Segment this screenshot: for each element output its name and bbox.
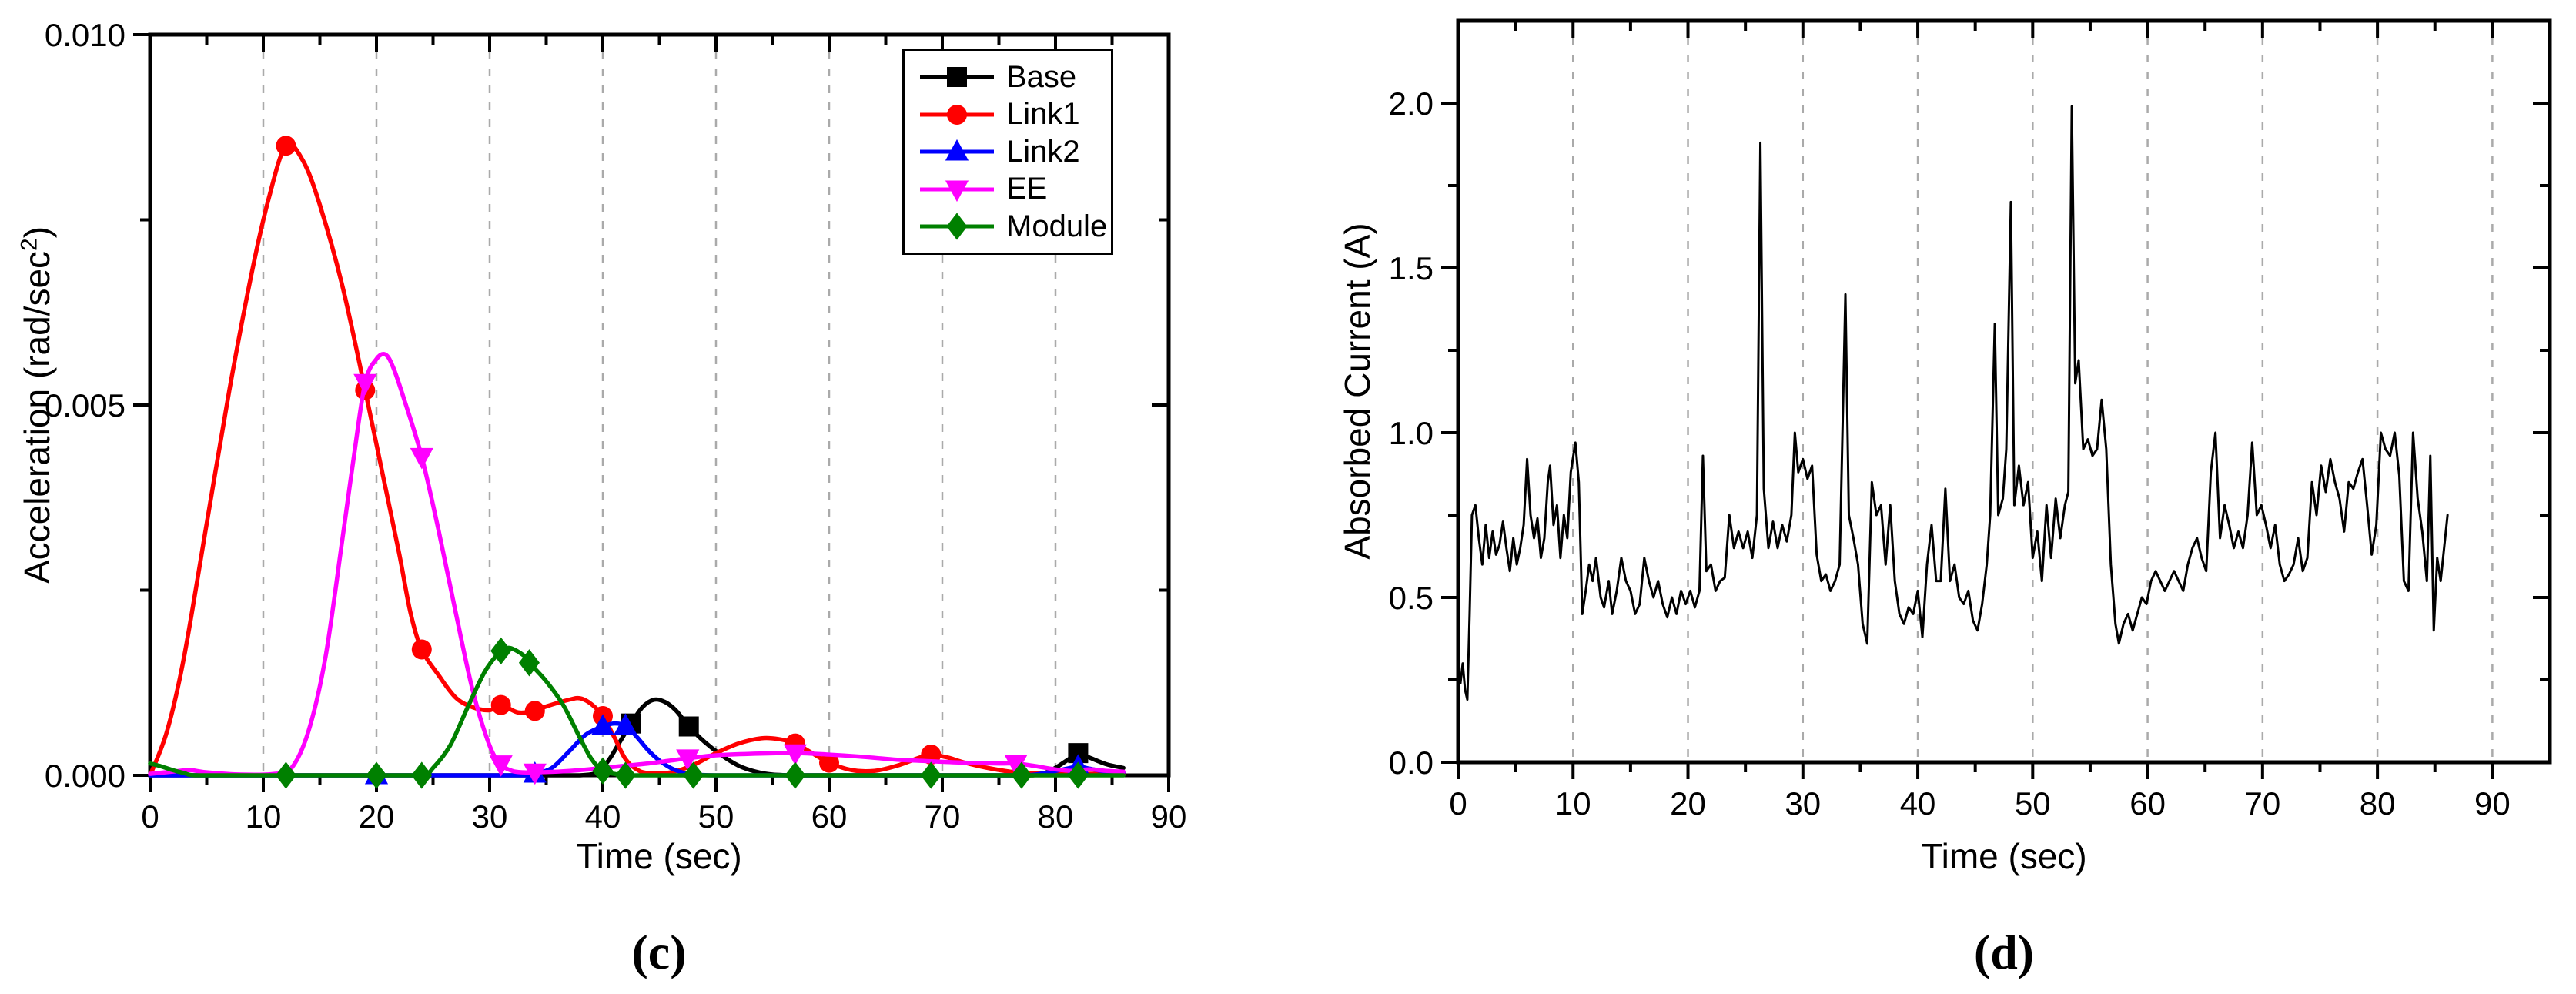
x-axis-title-d: Time (sec) xyxy=(1921,836,2087,876)
legend-label: Module xyxy=(1006,209,1108,243)
triangle-up-marker xyxy=(614,713,637,735)
triangle-down-marker xyxy=(353,373,377,396)
x-tick-label: 20 xyxy=(1670,785,1706,822)
diamond-marker xyxy=(920,761,942,789)
triangle-down-marker xyxy=(676,749,700,771)
triangle-down-marker xyxy=(945,180,969,202)
x-tick-label: 70 xyxy=(2244,785,2280,822)
x-tick-label: 60 xyxy=(2129,785,2166,822)
diamond-marker xyxy=(411,761,433,789)
x-tick-label: 30 xyxy=(1785,785,1821,822)
square-marker xyxy=(678,716,699,737)
x-tick-label: 30 xyxy=(472,798,508,835)
legend-item-link1: Link1 xyxy=(917,97,1108,132)
y-axis-title-superscript: 2 xyxy=(16,238,42,251)
x-tick-label: 40 xyxy=(585,798,621,835)
x-tick-label: 90 xyxy=(1151,798,1187,835)
y-tick-label: 0.010 xyxy=(45,17,125,53)
panel-caption-c: (c) xyxy=(631,925,687,979)
y-axis-title-absorbed-current: Absorbed Current (A) xyxy=(1337,223,1377,560)
x-tick-label: 20 xyxy=(359,798,395,835)
x-tick-label: 10 xyxy=(1555,785,1591,822)
y-tick-label: 2.0 xyxy=(1389,85,1434,122)
circle-marker xyxy=(411,639,432,660)
triangle-down-marker xyxy=(783,744,807,766)
diamond-marker xyxy=(683,761,704,789)
x-axis-title-c: Time (sec) xyxy=(576,836,742,876)
triangle-down-marker xyxy=(489,755,513,777)
legend-item-ee: EE xyxy=(917,172,1108,206)
x-tick-label: 40 xyxy=(1900,785,1936,822)
circle-marker xyxy=(490,694,511,715)
y-axis-title-acceleration: Acceleration (rad/sec2) xyxy=(16,226,58,584)
y-axis-title-text: Acceleration (rad/sec xyxy=(17,250,57,584)
diamond-marker xyxy=(614,761,636,789)
circle-marker xyxy=(947,104,967,125)
x-tick-label: 80 xyxy=(2360,785,2396,822)
x-tick-label: 0 xyxy=(1449,785,1467,822)
diamond-marker xyxy=(785,761,806,789)
x-tick-label: 60 xyxy=(811,798,848,835)
diamond-marker xyxy=(518,649,540,677)
legend-label: Link2 xyxy=(1006,134,1080,169)
legend-box: Base Link1 Link2 EE Module xyxy=(902,49,1113,255)
legend-item-link2: Link2 xyxy=(917,135,1108,169)
legend-triangle-up-icon xyxy=(920,139,994,161)
panel-caption-d: (d) xyxy=(1973,925,2035,979)
triangle-down-marker xyxy=(1004,755,1028,776)
series-absorbed-current-line xyxy=(1457,105,2449,701)
x-tick-label: 0 xyxy=(141,798,159,835)
square-marker xyxy=(947,67,967,87)
legend-item-module: Module xyxy=(917,209,1108,244)
x-tick-label: 90 xyxy=(2474,785,2511,822)
y-tick-label: 0.0 xyxy=(1389,745,1434,781)
triangle-up-marker xyxy=(590,714,615,735)
diamond-marker xyxy=(275,761,296,789)
legend-diamond-icon xyxy=(920,213,994,240)
triangle-down-marker xyxy=(523,763,547,785)
legend-label: Base xyxy=(1006,59,1077,94)
panel-d: 0 10 20 30 40 50 60 70 80 90 0.0 0.5 1.0 1.5 2.0 xyxy=(1389,18,2552,822)
legend-label: Link1 xyxy=(1006,97,1080,131)
diamond-marker xyxy=(490,637,512,665)
legend-item-base: Base xyxy=(917,60,1108,95)
x-tick-label: 80 xyxy=(1038,798,1074,835)
legend-triangle-down-icon xyxy=(920,180,994,202)
y-tick-label: 0.000 xyxy=(45,758,125,794)
y-tick-label: 1.0 xyxy=(1389,415,1434,451)
series-ee-line xyxy=(148,352,1126,778)
x-tick-label: 10 xyxy=(246,798,282,835)
circle-marker xyxy=(524,701,545,721)
legend-square-icon xyxy=(920,67,994,87)
panel-c: 0 10 20 30 40 50 60 70 80 90 0.000 0.005 0.010 xyxy=(45,17,1186,835)
y-tick-label: 1.5 xyxy=(1389,250,1434,286)
diamond-marker xyxy=(946,213,968,240)
legend-circle-icon xyxy=(920,104,994,125)
y-tick-label: 0.005 xyxy=(45,387,125,423)
legend-label: EE xyxy=(1006,172,1048,206)
triangle-up-marker xyxy=(945,139,969,161)
diamond-marker xyxy=(592,757,614,785)
circle-marker xyxy=(276,136,296,156)
x-tick-label: 50 xyxy=(2015,785,2051,822)
x-tick-label: 70 xyxy=(925,798,961,835)
plot-frame xyxy=(1456,18,2552,765)
diamond-marker xyxy=(1067,761,1089,789)
diamond-marker xyxy=(1011,761,1032,789)
circle-marker xyxy=(819,752,839,773)
diamond-marker xyxy=(366,761,387,789)
x-tick-label: 50 xyxy=(698,798,734,835)
triangle-down-marker xyxy=(410,447,433,470)
y-axis-title-close: ) xyxy=(17,226,57,239)
y-tick-label: 0.5 xyxy=(1389,580,1434,616)
